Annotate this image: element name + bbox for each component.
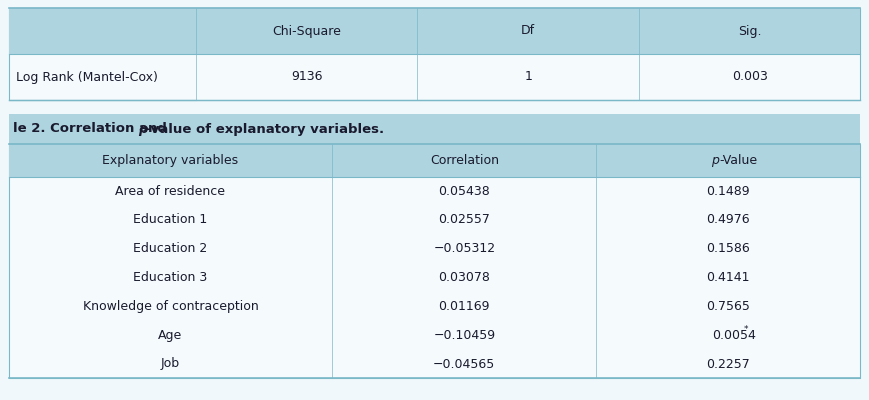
Text: Explanatory variables: Explanatory variables (103, 154, 239, 167)
Text: Education 2: Education 2 (133, 242, 208, 255)
Text: -Value: -Value (720, 154, 758, 167)
Text: Knowledge of contraception: Knowledge of contraception (83, 300, 258, 313)
Text: 0.01169: 0.01169 (439, 300, 490, 313)
Text: −0.10459: −0.10459 (434, 329, 495, 342)
Text: Correlation: Correlation (430, 154, 499, 167)
Text: 0.1489: 0.1489 (706, 185, 750, 198)
Text: 0.7565: 0.7565 (706, 300, 750, 313)
Text: 0.05438: 0.05438 (439, 185, 490, 198)
Text: Age: Age (158, 329, 182, 342)
Text: 0.1586: 0.1586 (706, 242, 750, 255)
Text: Sig.: Sig. (738, 24, 761, 38)
Bar (9, 8, 860, 54)
Text: 1: 1 (524, 70, 532, 84)
Text: Job: Job (161, 358, 180, 370)
Text: 0.4141: 0.4141 (706, 271, 750, 284)
Bar (9, 144, 860, 378)
Text: Chi-Square: Chi-Square (272, 24, 342, 38)
Text: -value of explanatory variables.: -value of explanatory variables. (145, 122, 384, 136)
Bar (9, 8, 860, 100)
Text: −0.05312: −0.05312 (434, 242, 495, 255)
Text: Log Rank (Mantel-Cox): Log Rank (Mantel-Cox) (16, 70, 157, 84)
Text: *: * (744, 326, 748, 334)
Text: p: p (138, 122, 148, 136)
Text: 0.03078: 0.03078 (438, 271, 490, 284)
Text: le 2. Correlation and: le 2. Correlation and (13, 122, 171, 136)
Bar (9, 114, 860, 144)
Text: p: p (711, 154, 719, 167)
Text: Df: Df (521, 24, 535, 38)
Text: 0.2257: 0.2257 (706, 358, 750, 370)
Text: 0.0054: 0.0054 (713, 329, 756, 342)
Text: 0.003: 0.003 (732, 70, 767, 84)
Text: −0.04565: −0.04565 (433, 358, 495, 370)
Text: 0.02557: 0.02557 (438, 214, 490, 226)
Text: Area of residence: Area of residence (116, 185, 225, 198)
Text: Education 1: Education 1 (133, 214, 208, 226)
Text: Education 3: Education 3 (133, 271, 208, 284)
Text: 0.4976: 0.4976 (706, 214, 750, 226)
Text: 9136: 9136 (291, 70, 322, 84)
Bar (9, 144, 860, 177)
